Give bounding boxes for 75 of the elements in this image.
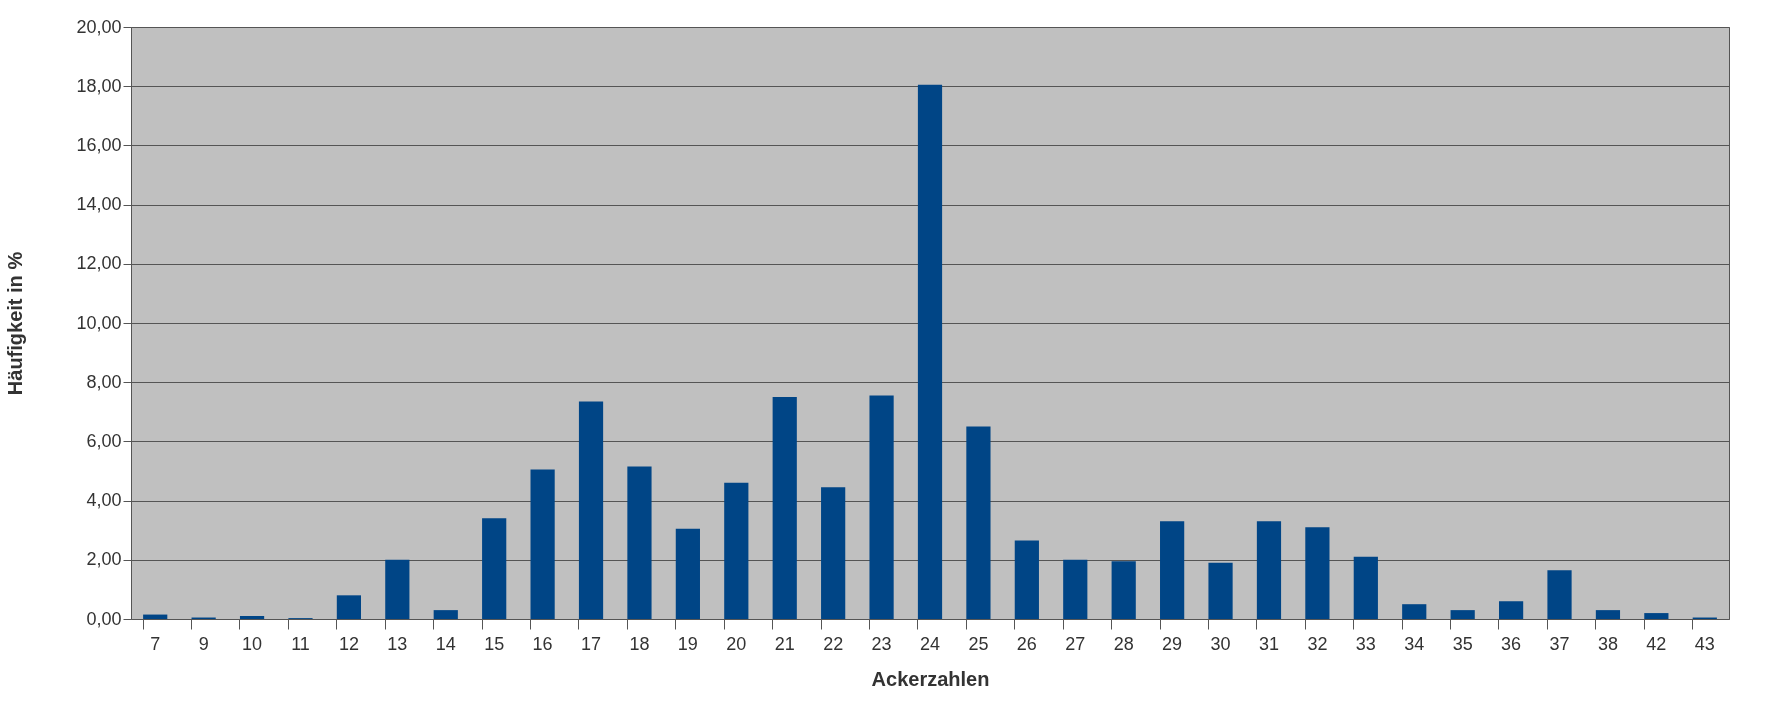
x-tick-label: 25 <box>968 633 989 654</box>
x-tick-label: 27 <box>1065 633 1086 654</box>
bar <box>966 426 991 619</box>
x-tick-label: 13 <box>387 633 408 654</box>
y-tick-label: 20,00 <box>76 16 122 37</box>
x-tick-label: 22 <box>823 633 844 654</box>
bar <box>1014 540 1039 619</box>
x-tick-label: 42 <box>1646 633 1667 654</box>
x-tick-label: 16 <box>532 633 553 654</box>
y-tick-label: 2,00 <box>86 549 122 570</box>
y-tick-label: 14,00 <box>76 194 122 215</box>
x-tick-label: 9 <box>198 633 209 654</box>
bar <box>1353 556 1378 619</box>
x-tick-label: 23 <box>871 633 892 654</box>
bar <box>1063 559 1088 619</box>
y-tick-label: 12,00 <box>76 253 122 274</box>
bar <box>1111 561 1136 619</box>
bar <box>917 84 943 619</box>
bar <box>433 610 458 619</box>
x-tick-label: 38 <box>1597 633 1618 654</box>
y-tick-label: 0,00 <box>86 608 122 629</box>
x-tick-label: 12 <box>338 633 359 654</box>
x-tick-label: 34 <box>1404 633 1425 654</box>
x-tick-label: 31 <box>1258 633 1279 654</box>
y-tick-label: 16,00 <box>76 134 122 155</box>
bar <box>821 487 846 619</box>
bar <box>772 397 797 619</box>
x-tick-label: 17 <box>581 633 602 654</box>
bar <box>336 595 362 619</box>
bar <box>1208 562 1233 619</box>
bar <box>1644 613 1669 619</box>
bar <box>482 518 507 619</box>
x-tick-label: 26 <box>1016 633 1037 654</box>
bar <box>1498 601 1524 619</box>
x-tick-label: 33 <box>1355 633 1376 654</box>
bar <box>1305 527 1330 619</box>
bar <box>1547 570 1572 619</box>
y-tick-label: 18,00 <box>76 75 122 96</box>
x-tick-label: 21 <box>774 633 795 654</box>
x-tick-label: 35 <box>1452 633 1473 654</box>
y-tick-label: 6,00 <box>86 430 122 451</box>
bar <box>1450 610 1475 619</box>
x-tick-label: 29 <box>1162 633 1183 654</box>
x-tick-label: 15 <box>484 633 505 654</box>
x-tick-label: 10 <box>242 633 263 654</box>
bar <box>1256 521 1282 619</box>
bar <box>1160 521 1185 619</box>
bar <box>530 469 555 619</box>
x-tick-label: 20 <box>726 633 747 654</box>
x-tick-label: 32 <box>1307 633 1328 654</box>
bar <box>627 466 652 619</box>
x-tick-label: 37 <box>1549 633 1570 654</box>
bar <box>578 401 604 619</box>
y-tick-label: 8,00 <box>86 371 122 392</box>
bar <box>385 559 410 619</box>
x-tick-label: 36 <box>1501 633 1522 654</box>
y-tick-label: 4,00 <box>86 490 122 511</box>
y-axis-title: Häufigkeit in % <box>4 251 27 396</box>
x-tick-label: 24 <box>919 633 941 654</box>
x-tick-label: 30 <box>1210 633 1231 654</box>
bar <box>1595 610 1621 619</box>
x-tick-label: 7 <box>150 633 161 654</box>
bar <box>724 482 749 619</box>
x-axis-title: Ackerzahlen <box>871 667 990 690</box>
bar <box>1402 604 1427 619</box>
x-tick-label: 14 <box>435 633 456 654</box>
x-tick-label: 11 <box>291 633 310 654</box>
bar <box>869 395 894 619</box>
x-tick-label: 19 <box>677 633 698 654</box>
x-tick-label: 18 <box>629 633 650 654</box>
y-tick-label: 10,00 <box>76 312 122 333</box>
bar <box>239 616 265 619</box>
x-tick-label: 28 <box>1113 633 1134 654</box>
x-tick-label: 43 <box>1694 633 1715 654</box>
bar <box>675 528 700 619</box>
